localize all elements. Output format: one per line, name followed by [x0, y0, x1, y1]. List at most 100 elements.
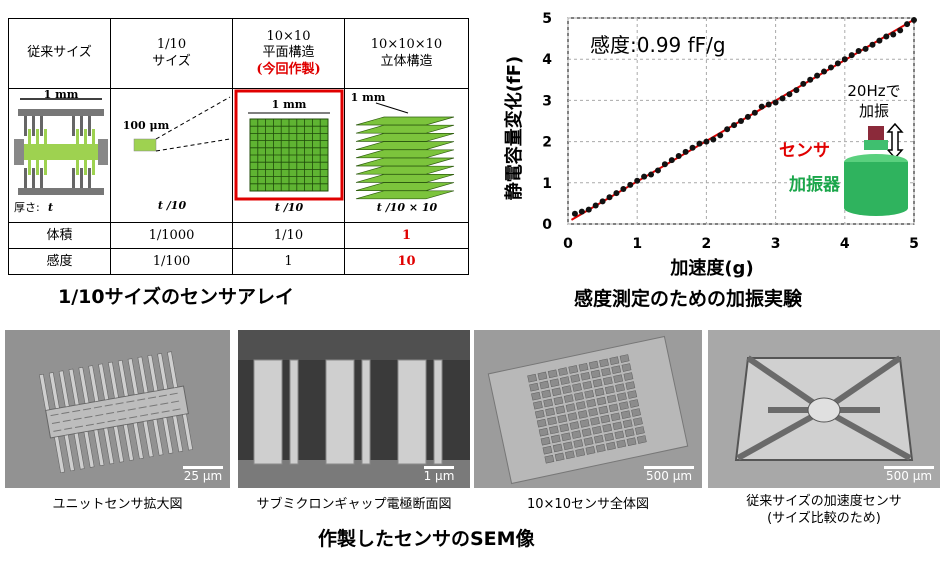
- sem-array-image: 500 μm: [474, 330, 702, 488]
- data-point: [724, 126, 731, 133]
- top-rail: [17, 109, 104, 116]
- data-point: [848, 52, 855, 59]
- y-tick-label: 2: [542, 135, 552, 151]
- stack-layer: [355, 174, 454, 183]
- data-point: [634, 177, 641, 184]
- data-point: [786, 91, 793, 98]
- sensitivity-annotation: 感度:0.99 fF/g: [590, 33, 726, 57]
- data-point: [793, 87, 800, 94]
- comb-fingers: [23, 116, 91, 188]
- data-point: [751, 109, 758, 116]
- data-point: [627, 181, 634, 188]
- center-mass: [807, 397, 841, 423]
- sensitivity-chart: 0 1 2 3 4 5 0 1 2 3 4 5 感度:0.99 fF/g 20Hzで 加振 センサ 加…: [503, 11, 919, 279]
- row-label-volume: 体積: [8, 222, 111, 250]
- planar-array-illustration: 1 mm t /10: [234, 89, 343, 214]
- data-point: [682, 148, 689, 155]
- data-point: [661, 161, 668, 168]
- sensitivity-tenth: 1/100: [110, 248, 233, 276]
- stacked-array-image-cell: 1 mm t /10 × 10: [344, 87, 469, 224]
- data-point: [703, 138, 710, 145]
- table-caption: 1/10サイズのセンサアレイ: [58, 286, 295, 308]
- unit-sensor-structure: [39, 351, 193, 474]
- stack-width-arrow: [375, 102, 408, 114]
- x-tick-label: 5: [909, 236, 919, 252]
- thickness-planar: t /10: [274, 201, 303, 214]
- y-tick-label: 4: [542, 52, 552, 68]
- data-point: [675, 153, 682, 160]
- shaker-body: [844, 162, 908, 216]
- comparison-table: 従来サイズ 1/10 サイズ 10×10 平面構造 (今回作製) 10×10×10…: [8, 18, 469, 276]
- data-point: [890, 31, 897, 38]
- sensor-block: [868, 126, 884, 140]
- volume-tenth: 1/1000: [110, 222, 233, 250]
- data-point: [585, 206, 592, 213]
- frequency-label-2: 加振: [859, 102, 889, 120]
- stack-layer: [355, 190, 454, 200]
- shaker-top: [864, 140, 888, 150]
- data-point: [620, 185, 627, 192]
- data-point: [710, 136, 717, 143]
- data-point: [648, 171, 655, 178]
- small-sensor: [133, 138, 156, 152]
- y-tick-label: 5: [542, 11, 552, 27]
- sem-caption-1: ユニットセンサ拡大図: [52, 497, 183, 512]
- data-point: [904, 21, 911, 28]
- bottom-rail: [17, 188, 104, 195]
- stack-layer: [355, 124, 454, 134]
- stack-layer: [355, 182, 454, 191]
- conventional-sensor-image-cell: 1 mm: [8, 87, 111, 224]
- data-point: [696, 140, 703, 147]
- scale-label-3: 500 μm: [646, 469, 692, 483]
- data-point: [827, 64, 834, 71]
- stack-layer: [355, 157, 454, 167]
- data-point: [765, 101, 772, 108]
- volume-stack: 1: [344, 222, 469, 250]
- stacked-layers: [355, 116, 454, 200]
- y-tick-label: 3: [542, 93, 552, 109]
- grid-lines: [567, 17, 915, 225]
- volume-planar: 1/10: [232, 222, 345, 250]
- scale-label-4: 500 μm: [886, 469, 932, 483]
- frequency-label-1: 20Hzで: [847, 82, 900, 100]
- shaker-label: 加振器: [788, 174, 841, 195]
- data-point: [571, 210, 578, 217]
- sensitivity-stack: 10: [344, 248, 469, 276]
- sem-conventional-sensor: 500 μm: [708, 330, 940, 488]
- x-tick-label: 1: [632, 236, 642, 252]
- data-point: [834, 60, 841, 67]
- stack-layer: [355, 165, 454, 175]
- stack-layer: [355, 133, 454, 142]
- data-point: [869, 41, 876, 48]
- y-axis-label: 静電容量変化(fF): [503, 56, 525, 201]
- header-planar: 10×10 平面構造 (今回作製): [232, 18, 345, 89]
- sem-array-overview: 500 μm: [474, 330, 702, 488]
- row-label-sensitivity: 感度: [8, 248, 111, 276]
- data-point: [841, 56, 848, 63]
- scale-label-1: 25 μm: [184, 469, 222, 483]
- header-3d: 10×10×10 立体構造: [344, 18, 469, 89]
- x-tick-label: 2: [702, 236, 712, 252]
- sensor-label: センサ: [779, 141, 830, 161]
- header-conventional: 従来サイズ: [8, 18, 111, 89]
- data-point: [641, 173, 648, 180]
- thickness-stack: t /10 × 10: [376, 201, 437, 214]
- shaker-illustration: 20Hzで 加振 センサ 加振器: [779, 82, 908, 216]
- stack-width-label: 1 mm: [350, 91, 385, 104]
- sem-caption-3: 10×10センサ全体図: [527, 497, 649, 512]
- data-point: [897, 27, 904, 34]
- data-point: [578, 208, 585, 215]
- thickness-label: 厚さ:: [14, 201, 40, 214]
- sem-caption-4-line1: 従来サイズの加速度センサ: [746, 494, 902, 509]
- planar-width-label: 1 mm: [271, 98, 306, 111]
- data-point: [731, 122, 738, 129]
- stacked-array-illustration: 1 mm t /10 × 10: [350, 91, 454, 214]
- data-point: [744, 113, 751, 120]
- data-point: [654, 167, 661, 174]
- data-point: [911, 17, 917, 24]
- sem-caption-2: サブミクロンギャップ電極断面図: [256, 497, 452, 512]
- data-point: [592, 202, 599, 209]
- tenth-sensor-illustration: 100 μm t /10: [122, 96, 230, 212]
- y-tick-label: 1: [542, 176, 552, 192]
- array-grid: [527, 354, 647, 464]
